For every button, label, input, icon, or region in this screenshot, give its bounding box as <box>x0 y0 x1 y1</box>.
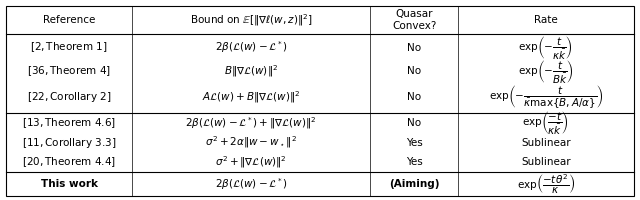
Text: Sublinear: Sublinear <box>521 138 571 148</box>
Text: No: No <box>407 66 421 76</box>
Text: $[36, \text{Theorem 4}]$: $[36, \text{Theorem 4}]$ <box>27 64 111 78</box>
Text: $[13, \text{Theorem 4.6}]$: $[13, \text{Theorem 4.6}]$ <box>22 116 116 130</box>
Text: This work: This work <box>40 179 98 189</box>
Text: $B\|\nabla\mathcal{L}(w)\|^2$: $B\|\nabla\mathcal{L}(w)\|^2$ <box>224 63 278 79</box>
Text: $\exp\!\left(-\dfrac{t}{\kappa\bar{k}}\right)$: $\exp\!\left(-\dfrac{t}{\kappa\bar{k}}\r… <box>518 34 573 61</box>
Text: Reference: Reference <box>43 15 95 25</box>
Text: $\sigma^2 + \|\nabla\mathcal{L}(w)\|^2$: $\sigma^2 + \|\nabla\mathcal{L}(w)\|^2$ <box>215 154 287 170</box>
Text: $\exp\!\left(-\dfrac{t}{B\bar{k}}\right)$: $\exp\!\left(-\dfrac{t}{B\bar{k}}\right)… <box>518 58 573 85</box>
Text: $2\beta(\mathcal{L}(w) - \mathcal{L}^*) + \|\nabla\mathcal{L}(w)\|^2$: $2\beta(\mathcal{L}(w) - \mathcal{L}^*) … <box>185 115 317 131</box>
Text: No: No <box>407 43 421 53</box>
Text: Quasar
Convex?: Quasar Convex? <box>392 9 436 31</box>
Text: $\exp\!\left(-\dfrac{t}{\bar{\kappa}\max\{B,A/\alpha\}}\right)$: $\exp\!\left(-\dfrac{t}{\bar{\kappa}\max… <box>488 84 603 110</box>
Text: No: No <box>407 92 421 102</box>
Text: $[22, \text{Corollary 2}]$: $[22, \text{Corollary 2}]$ <box>27 90 111 104</box>
Text: $[2, \text{Theorem 1}]$: $[2, \text{Theorem 1}]$ <box>30 41 108 54</box>
Text: Yes: Yes <box>406 138 422 148</box>
Text: Sublinear: Sublinear <box>521 157 571 167</box>
Text: $A\mathcal{L}(w) + B\|\nabla\mathcal{L}(w)\|^2$: $A\mathcal{L}(w) + B\|\nabla\mathcal{L}(… <box>202 89 300 105</box>
Text: $2\beta(\mathcal{L}(w) - \mathcal{L}^*)$: $2\beta(\mathcal{L}(w) - \mathcal{L}^*)$ <box>214 40 287 55</box>
Text: $2\beta(\mathcal{L}(w) - \mathcal{L}^*)$: $2\beta(\mathcal{L}(w) - \mathcal{L}^*)$ <box>214 176 287 192</box>
Text: Bound on $\mathbb{E}[\|\nabla \ell(w,z)\|^2]$: Bound on $\mathbb{E}[\|\nabla \ell(w,z)\… <box>189 12 312 28</box>
Text: $\sigma^2 + 2\alpha\|w - w_\star\|^2$: $\sigma^2 + 2\alpha\|w - w_\star\|^2$ <box>205 135 297 150</box>
Text: Yes: Yes <box>406 157 422 167</box>
Text: $\exp\!\left(\dfrac{-t\theta^2}{\kappa}\right)$: $\exp\!\left(\dfrac{-t\theta^2}{\kappa}\… <box>516 173 575 196</box>
Text: No: No <box>407 118 421 128</box>
Text: Rate: Rate <box>534 15 557 25</box>
Text: $[11, \text{Corollary 3.3}]$: $[11, \text{Corollary 3.3}]$ <box>22 136 116 150</box>
Text: (Aiming): (Aiming) <box>389 179 439 189</box>
Text: $\exp\!\left(\dfrac{-t}{\kappa\bar{k}}\right)$: $\exp\!\left(\dfrac{-t}{\kappa\bar{k}}\r… <box>522 109 569 136</box>
Text: $[20, \text{Theorem 4.4}]$: $[20, \text{Theorem 4.4}]$ <box>22 155 116 169</box>
